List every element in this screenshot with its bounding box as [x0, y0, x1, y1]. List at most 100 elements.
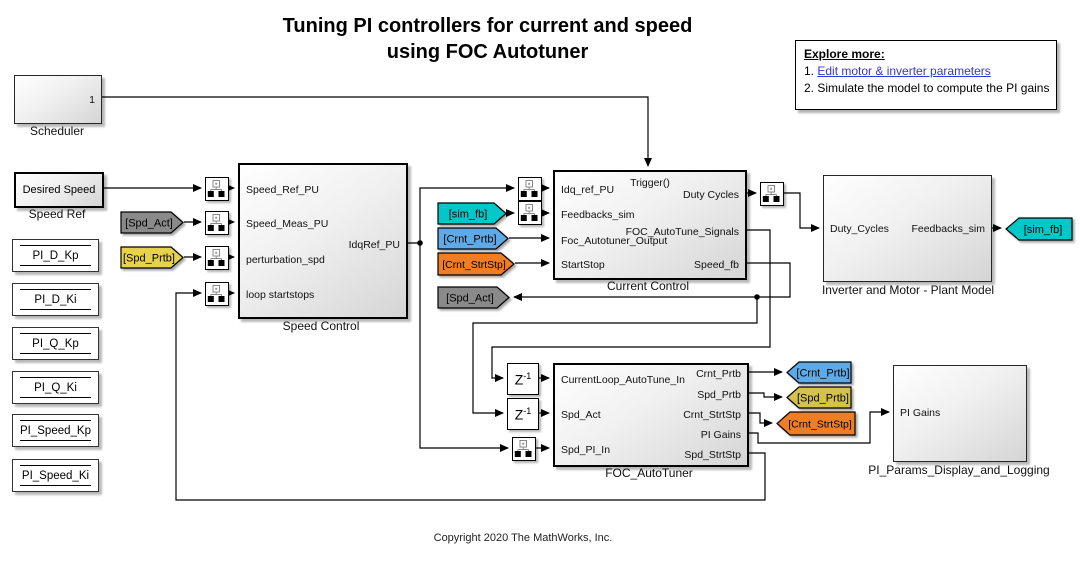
tag-shape — [1005, 217, 1073, 241]
signal-wire-idqref-branch[interactable] — [419, 243, 509, 452]
current-control-label: Current Control — [606, 279, 690, 293]
edit-parameters-link[interactable]: Edit motor & inverter parameters — [817, 64, 991, 78]
data-store-label: PI_Q_Ki — [34, 381, 77, 394]
data-store-pi-speed-ki[interactable]: PI_Speed_Ki — [12, 459, 99, 492]
port-spd-act: Spd_Act — [561, 409, 601, 421]
port-trigger: Trigger() — [630, 177, 670, 189]
tag-label: [Crnt_Prtb] — [443, 234, 496, 246]
rate-transition-block[interactable] — [205, 177, 229, 201]
port-spd-prtb: Spd_Prtb — [697, 389, 741, 401]
rate-transition-block[interactable] — [205, 211, 229, 235]
port-duty-cycles-in: Duty_Cycles — [830, 223, 889, 235]
rate-transition-icon — [207, 285, 225, 302]
from-tag-sim-fb[interactable]: [sim_fb] — [437, 202, 507, 225]
scheduler-output-port: 1 — [89, 93, 95, 106]
goto-tag-crnt-prtb[interactable]: [Crnt_Prtb] — [786, 361, 852, 384]
plant-model-block[interactable]: Duty_Cycles Feedbacks_sim — [823, 175, 992, 282]
speed-ref-label: Speed Ref — [28, 207, 86, 221]
port-spd-strtstp: Spd_StrtStp — [684, 449, 741, 461]
scheduler-label: Scheduler — [29, 124, 85, 138]
data-store-pi-speed-kp[interactable]: PI_Speed_Kp — [12, 414, 99, 447]
signal-wire-autotune-signals[interactable] — [491, 229, 771, 382]
explore-more-box: Explore more: 1. Edit motor & inverter p… — [795, 40, 1057, 110]
signal-wire-idqref[interactable] — [404, 184, 515, 244]
foc-autotuner-block[interactable]: CurrentLoop_AutoTune_In Spd_Act Spd_PI_I… — [553, 363, 749, 467]
data-store-pi-q-kp[interactable]: PI_Q_Kp — [12, 327, 99, 360]
explore-more-heading: Explore more: — [804, 47, 885, 61]
port-duty-cycles: Duty Cycles — [682, 189, 739, 201]
tag-label: [sim_fb] — [449, 209, 488, 221]
port-foc-autotune-signals: FOC_AutoTune_Signals — [625, 226, 739, 238]
unit-delay-label: Z-1 — [514, 370, 532, 388]
goto-tag-crnt-strtstp[interactable]: [Crnt_StrtStp] — [776, 411, 856, 436]
tag-shape — [120, 211, 184, 234]
tag-label: [Spd_Act] — [125, 218, 173, 230]
port-speed-ref-pu: Speed_Ref_PU — [246, 184, 319, 196]
goto-tag-sim-fb[interactable]: [sim_fb] — [1005, 217, 1073, 241]
port-pi-gains-out: PI Gains — [700, 429, 741, 441]
data-store-pi-d-kp[interactable]: PI_D_Kp — [12, 239, 99, 272]
data-store-pi-d-ki[interactable]: PI_D_Ki — [12, 283, 99, 316]
signal-wire-spdstrtstp-loop[interactable] — [175, 289, 766, 501]
tag-shape — [437, 286, 510, 309]
signal-wire-dutycycles-plant[interactable] — [782, 192, 820, 232]
signal-wire-spdprtb-out[interactable] — [745, 392, 783, 401]
signal-wire-scheduler-trigger[interactable] — [100, 96, 652, 167]
rate-transition-icon — [762, 185, 780, 202]
current-control-block[interactable]: Trigger() Idq_ref_PU Feedbacks_sim Foc_A… — [553, 170, 747, 280]
tag-shape — [437, 227, 509, 250]
speed-ref-block[interactable]: Desired Speed — [14, 172, 104, 208]
rate-transition-icon — [207, 180, 225, 197]
unit-delay-block[interactable]: Z-1 — [507, 398, 539, 430]
port-pi-gains-in: PI Gains — [900, 407, 941, 419]
rate-transition-block[interactable] — [512, 437, 536, 461]
signal-wire-crntstrtstp-out[interactable] — [745, 412, 773, 427]
rate-transition-icon — [514, 440, 532, 457]
port-perturbation-spd: perturbation_spd — [246, 254, 325, 266]
rate-transition-block[interactable] — [205, 282, 229, 306]
data-store-label: PI_D_Ki — [34, 293, 77, 306]
from-tag-spd-prtb[interactable]: [Spd_Prtb] — [120, 246, 184, 269]
goto-tag-spd-prtb[interactable]: [Spd_Prtb] — [786, 386, 852, 409]
unit-delay-block[interactable]: Z-1 — [507, 363, 539, 395]
scheduler-block[interactable]: 1 — [14, 75, 102, 124]
rate-transition-icon — [207, 249, 225, 266]
goto-tag-spd-act[interactable]: [Spd_Act] — [437, 286, 510, 309]
rate-transition-icon — [520, 180, 538, 197]
tag-shape — [120, 246, 184, 269]
explore-step-2: 2. Simulate the model to compute the PI … — [804, 81, 1050, 95]
speed-control-block[interactable]: Speed_Ref_PU Speed_Meas_PU perturbation_… — [238, 163, 408, 319]
speed-control-label: Speed Control — [282, 319, 360, 333]
port-foc-autotuner-output: Foc_Autotuner_Output — [561, 235, 668, 247]
signal-wire-speedfb[interactable] — [513, 262, 791, 301]
port-spd-pi-in: Spd_PI_In — [561, 444, 611, 456]
rate-transition-block[interactable] — [760, 182, 784, 206]
port-startstop: StartStop — [561, 259, 605, 271]
from-tag-crnt-strtstp[interactable]: [Crnt_StrtStp] — [437, 252, 515, 276]
signal-wire-pigains[interactable] — [745, 408, 890, 444]
port-feedbacks-sim: Feedbacks_sim — [561, 209, 635, 221]
signal-wire-speedfb-branch[interactable] — [472, 297, 758, 417]
from-tag-crnt-prtb[interactable]: [Crnt_Prtb] — [437, 227, 509, 250]
pi-params-block[interactable]: PI Gains — [893, 365, 1027, 462]
tag-label: [Crnt_StrtStp] — [788, 419, 852, 431]
model-title-line2: using FOC Autotuner — [386, 41, 589, 63]
rate-transition-block[interactable] — [518, 177, 542, 201]
tag-shape — [776, 411, 856, 436]
port-speed-meas-pu: Speed_Meas_PU — [246, 218, 329, 230]
data-store-pi-q-ki[interactable]: PI_Q_Ki — [12, 371, 99, 404]
rate-transition-icon — [520, 204, 538, 221]
rate-transition-block[interactable] — [205, 246, 229, 270]
copyright-text: Copyright 2020 The MathWorks, Inc. — [433, 532, 613, 544]
tag-shape — [786, 386, 852, 409]
model-title: Tuning PI controllers for current and sp… — [280, 13, 695, 65]
tag-label: [Spd_Prtb] — [797, 393, 849, 405]
port-feedbacks-sim-out: Feedbacks_sim — [911, 223, 985, 235]
wire-junction-dot — [417, 240, 423, 246]
tag-label: [Spd_Prtb] — [123, 253, 175, 265]
rate-transition-block[interactable] — [518, 201, 542, 225]
from-tag-spd-act[interactable]: [Spd_Act] — [120, 211, 184, 234]
explore-step-1: 1. Edit motor & inverter parameters — [804, 63, 1048, 80]
